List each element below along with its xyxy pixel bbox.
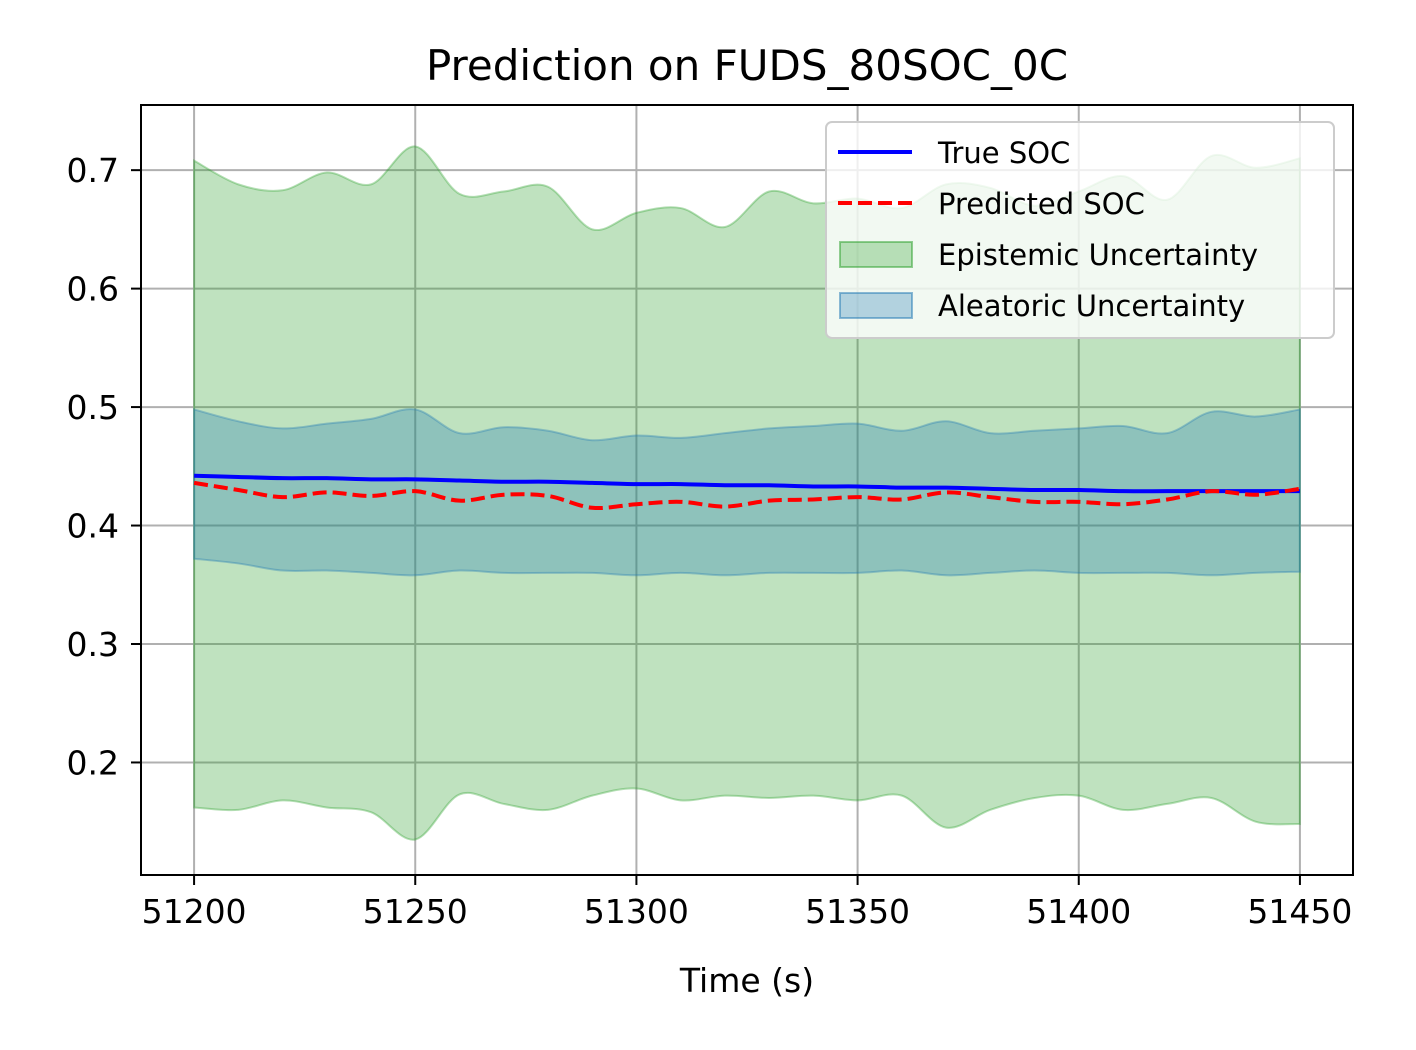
y-tick-label: 0.5 [67,388,119,427]
aleatoric-uncertainty-band [193,408,1301,577]
x-tick-label: 51250 [363,892,468,931]
legend-box [825,121,1335,339]
x-tick-label: 51350 [805,892,910,931]
legend-aleatoric-label: Aleatoric Uncertainty [938,289,1245,323]
true-soc-line [194,473,1300,494]
x-axis-label: Time (s) [679,961,814,1000]
legend: True SOC Predicted SOC Epistemic Uncerta… [825,121,1335,339]
y-tick-label: 0.2 [67,743,119,782]
plot-frame [140,104,1354,876]
legend-epistemic-label: Epistemic Uncertainty [938,238,1258,272]
x-tick-label: 51400 [1026,892,1131,931]
y-tick-label: 0.3 [67,625,119,664]
legend-epistemic-swatch [839,241,913,268]
legend-predicted-soc-label: Predicted SOC [938,187,1145,221]
y-tick-label: 0.4 [67,507,119,546]
predicted-soc-line [193,480,1301,511]
axis-ticks: 51200 51250 51300 51350 51400 51450 0.2 0.3 0.4 0… [67,151,1353,931]
legend-true-soc-label: True SOC [937,136,1070,170]
legend-aleatoric-swatch [839,292,913,319]
x-tick-label: 51200 [142,892,247,931]
x-tick-label: 51300 [584,892,689,931]
chart-title: Prediction on FUDS_80SOC_0C [426,41,1068,90]
x-tick-label: 51450 [1247,892,1352,931]
y-tick-label: 0.7 [67,151,119,190]
y-tick-label: 0.6 [67,270,119,309]
soc-lines [193,473,1301,511]
